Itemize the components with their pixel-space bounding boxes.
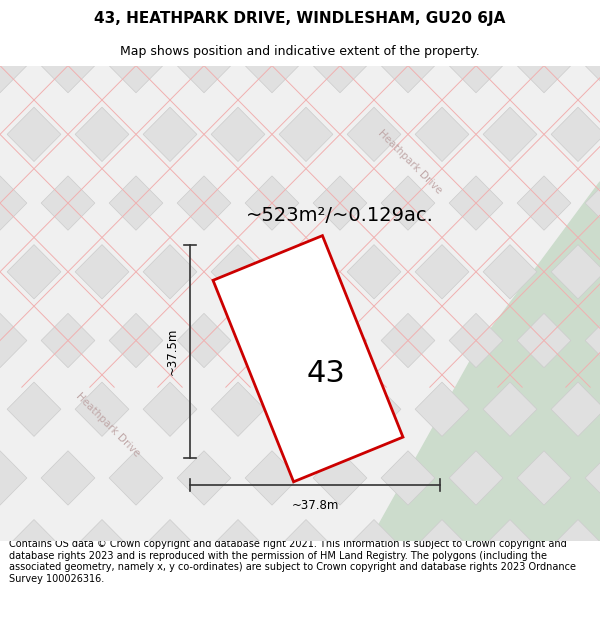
- Polygon shape: [279, 244, 333, 299]
- Polygon shape: [483, 382, 537, 436]
- Polygon shape: [177, 313, 231, 368]
- Polygon shape: [109, 313, 163, 368]
- Polygon shape: [0, 313, 27, 368]
- Polygon shape: [143, 382, 197, 436]
- Polygon shape: [313, 451, 367, 505]
- Polygon shape: [109, 39, 163, 92]
- Text: ~37.5m: ~37.5m: [166, 328, 179, 375]
- Text: Heathpark Drive: Heathpark Drive: [74, 391, 142, 458]
- Polygon shape: [41, 451, 95, 505]
- Polygon shape: [7, 382, 61, 436]
- Polygon shape: [7, 519, 61, 574]
- Polygon shape: [211, 519, 265, 574]
- Polygon shape: [211, 107, 265, 161]
- Polygon shape: [381, 176, 435, 230]
- Polygon shape: [279, 107, 333, 161]
- Polygon shape: [483, 107, 537, 161]
- Polygon shape: [7, 107, 61, 161]
- Polygon shape: [75, 107, 129, 161]
- Polygon shape: [75, 382, 129, 436]
- Polygon shape: [245, 451, 299, 505]
- Polygon shape: [245, 39, 299, 92]
- Polygon shape: [177, 451, 231, 505]
- Polygon shape: [381, 451, 435, 505]
- Polygon shape: [551, 244, 600, 299]
- Polygon shape: [517, 313, 571, 368]
- Polygon shape: [381, 39, 435, 92]
- Polygon shape: [415, 519, 469, 574]
- Polygon shape: [313, 39, 367, 92]
- Polygon shape: [279, 382, 333, 436]
- Polygon shape: [415, 107, 469, 161]
- Polygon shape: [0, 39, 27, 92]
- Polygon shape: [347, 107, 401, 161]
- Polygon shape: [551, 519, 600, 574]
- Text: Contains OS data © Crown copyright and database right 2021. This information is : Contains OS data © Crown copyright and d…: [9, 539, 576, 584]
- Polygon shape: [415, 382, 469, 436]
- Polygon shape: [143, 519, 197, 574]
- Polygon shape: [347, 244, 401, 299]
- Polygon shape: [143, 107, 197, 161]
- Polygon shape: [415, 244, 469, 299]
- Polygon shape: [347, 382, 401, 436]
- Polygon shape: [585, 313, 600, 368]
- Polygon shape: [517, 39, 571, 92]
- Text: Heathpark Drive: Heathpark Drive: [376, 127, 444, 196]
- Polygon shape: [211, 382, 265, 436]
- Polygon shape: [75, 519, 129, 574]
- Polygon shape: [313, 176, 367, 230]
- Polygon shape: [313, 313, 367, 368]
- Polygon shape: [109, 176, 163, 230]
- Polygon shape: [347, 519, 401, 574]
- Polygon shape: [551, 107, 600, 161]
- Text: 43, HEATHPARK DRIVE, WINDLESHAM, GU20 6JA: 43, HEATHPARK DRIVE, WINDLESHAM, GU20 6J…: [94, 11, 506, 26]
- Polygon shape: [245, 176, 299, 230]
- Polygon shape: [213, 236, 403, 482]
- Text: ~37.8m: ~37.8m: [292, 499, 338, 512]
- Polygon shape: [551, 382, 600, 436]
- Polygon shape: [279, 519, 333, 574]
- Polygon shape: [585, 176, 600, 230]
- Polygon shape: [177, 176, 231, 230]
- Polygon shape: [483, 244, 537, 299]
- Polygon shape: [41, 313, 95, 368]
- Polygon shape: [7, 244, 61, 299]
- Polygon shape: [211, 244, 265, 299]
- Polygon shape: [177, 39, 231, 92]
- Polygon shape: [517, 451, 571, 505]
- Polygon shape: [75, 244, 129, 299]
- Polygon shape: [483, 519, 537, 574]
- Polygon shape: [143, 244, 197, 299]
- Polygon shape: [449, 176, 503, 230]
- Polygon shape: [41, 39, 95, 92]
- Text: ~523m²/~0.129ac.: ~523m²/~0.129ac.: [246, 206, 434, 225]
- Polygon shape: [0, 176, 27, 230]
- Polygon shape: [585, 451, 600, 505]
- Polygon shape: [449, 451, 503, 505]
- Polygon shape: [109, 451, 163, 505]
- Polygon shape: [381, 313, 435, 368]
- Polygon shape: [517, 176, 571, 230]
- Polygon shape: [370, 182, 600, 541]
- Polygon shape: [41, 176, 95, 230]
- Polygon shape: [245, 313, 299, 368]
- Polygon shape: [585, 39, 600, 92]
- Polygon shape: [0, 451, 27, 505]
- Text: 43: 43: [307, 359, 346, 388]
- Text: Map shows position and indicative extent of the property.: Map shows position and indicative extent…: [120, 45, 480, 58]
- Polygon shape: [449, 313, 503, 368]
- Polygon shape: [449, 39, 503, 92]
